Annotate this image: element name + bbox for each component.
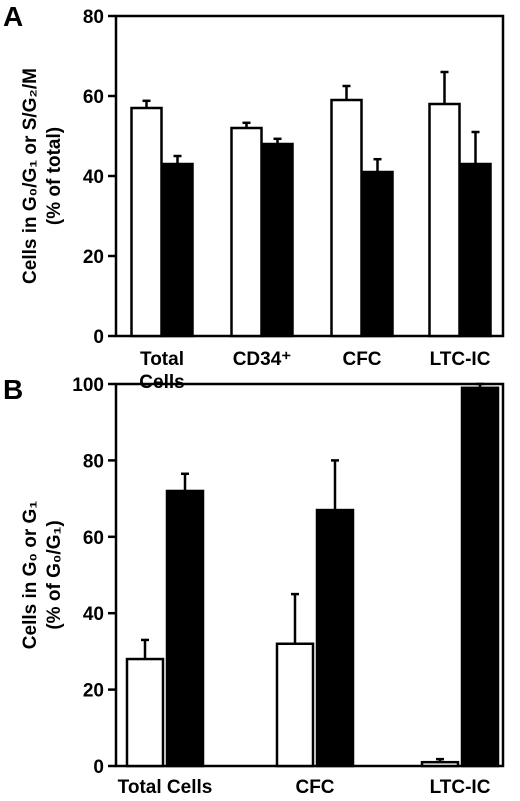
y-axis-label-line: (% of total) xyxy=(44,127,65,225)
y-tick-label: 40 xyxy=(83,604,104,625)
category-label-line: CFC xyxy=(342,349,381,370)
category-label: Total Cells xyxy=(118,777,213,798)
y-axis-label-line: (% of G₀/G₁) xyxy=(44,520,65,629)
filled-bar xyxy=(459,162,492,338)
category-label: LTC-IC xyxy=(430,777,491,798)
y-tick-label: 40 xyxy=(83,167,104,188)
open-bar xyxy=(275,642,315,768)
y-tick-label: 20 xyxy=(83,247,104,268)
category-label-line: Total xyxy=(140,349,184,370)
y-tick-label: 80 xyxy=(83,7,104,28)
y-tick-label: 0 xyxy=(93,327,104,348)
y-tick-label: 20 xyxy=(83,681,104,702)
open-bar xyxy=(330,98,363,338)
open-bar xyxy=(428,102,461,338)
panel-a-chart: A 0 20 40 60 80 Cells in G₀/G₁ or S/G₂/M (% of … xyxy=(3,1,505,393)
category-label-line: CD34⁺ xyxy=(233,349,292,370)
y-tick-label: 60 xyxy=(83,528,104,549)
y-axis-label: Cells in G₀/G₁ or S/G₂/M (% of total) xyxy=(20,68,65,284)
category-label: CFC xyxy=(295,777,334,798)
y-tick-label: 60 xyxy=(83,87,104,108)
y-axis-label-line: Cells in G₀ or G₁ xyxy=(20,501,41,650)
filled-bar xyxy=(315,508,355,768)
category-label: CD34⁺ xyxy=(233,349,292,370)
filled-bar xyxy=(165,489,205,768)
y-tick-label: 80 xyxy=(83,451,104,472)
filled-bar xyxy=(261,142,294,338)
open-bar xyxy=(230,126,263,338)
category-label-line: CFC xyxy=(295,777,334,798)
y-axis-label-line: Cells in G₀/G₁ or S/G₂/M xyxy=(20,68,41,284)
category-label: LTC-IC xyxy=(430,349,491,370)
y-axis-label: Cells in G₀ or G₁ (% of G₀/G₁) xyxy=(20,501,65,650)
category-label: CFC xyxy=(342,349,381,370)
filled-bar xyxy=(161,162,194,338)
y-tick-label: 100 xyxy=(72,375,104,396)
open-bar xyxy=(125,657,165,768)
filled-bar xyxy=(361,170,394,338)
panel-b-chart: B 0 20 40 60 80 100 Cells in G₀ or G₁ (% of G₀/G… xyxy=(3,374,505,798)
open-bar xyxy=(130,106,163,338)
panel-label: B xyxy=(3,374,23,405)
category-label-line: LTC-IC xyxy=(430,349,491,370)
panel-label: A xyxy=(3,1,23,32)
category-label: Total Cells xyxy=(139,349,184,393)
category-label-line: LTC-IC xyxy=(430,777,491,798)
y-tick-label: 0 xyxy=(93,757,104,778)
category-label-line: Total Cells xyxy=(118,777,213,798)
category-label-line: Cells xyxy=(139,372,184,393)
filled-bar xyxy=(460,386,500,768)
open-bar xyxy=(420,760,460,768)
